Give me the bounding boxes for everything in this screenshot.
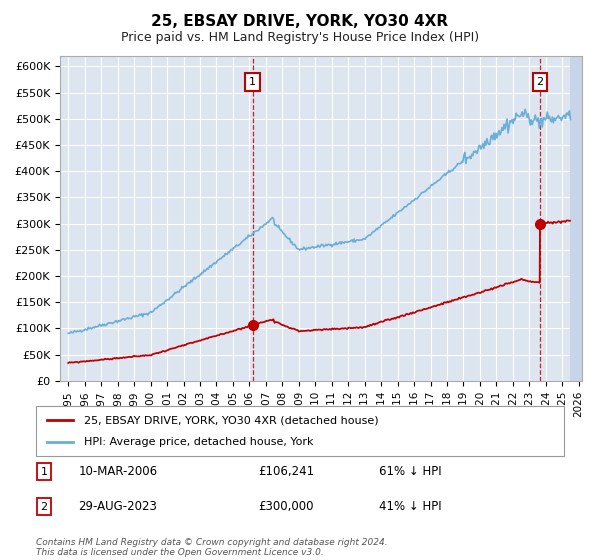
Text: 2: 2 bbox=[40, 502, 47, 512]
FancyBboxPatch shape bbox=[36, 406, 564, 456]
Text: 2: 2 bbox=[536, 77, 544, 87]
Text: 1: 1 bbox=[40, 467, 47, 477]
Bar bbox=[571, 56, 582, 381]
Text: HPI: Average price, detached house, York: HPI: Average price, detached house, York bbox=[83, 437, 313, 447]
Text: 41% ↓ HPI: 41% ↓ HPI bbox=[379, 500, 442, 514]
Text: 25, EBSAY DRIVE, YORK, YO30 4XR (detached house): 25, EBSAY DRIVE, YORK, YO30 4XR (detache… bbox=[83, 415, 378, 425]
Text: 61% ↓ HPI: 61% ↓ HPI bbox=[379, 465, 442, 478]
Text: £300,000: £300,000 bbox=[258, 500, 313, 514]
Text: Contains HM Land Registry data © Crown copyright and database right 2024.
This d: Contains HM Land Registry data © Crown c… bbox=[36, 538, 388, 557]
Text: 1: 1 bbox=[249, 77, 256, 87]
Text: 25, EBSAY DRIVE, YORK, YO30 4XR: 25, EBSAY DRIVE, YORK, YO30 4XR bbox=[151, 14, 449, 29]
Text: 10-MAR-2006: 10-MAR-2006 bbox=[78, 465, 157, 478]
Text: £106,241: £106,241 bbox=[258, 465, 314, 478]
Text: 29-AUG-2023: 29-AUG-2023 bbox=[78, 500, 157, 514]
Text: Price paid vs. HM Land Registry's House Price Index (HPI): Price paid vs. HM Land Registry's House … bbox=[121, 31, 479, 44]
